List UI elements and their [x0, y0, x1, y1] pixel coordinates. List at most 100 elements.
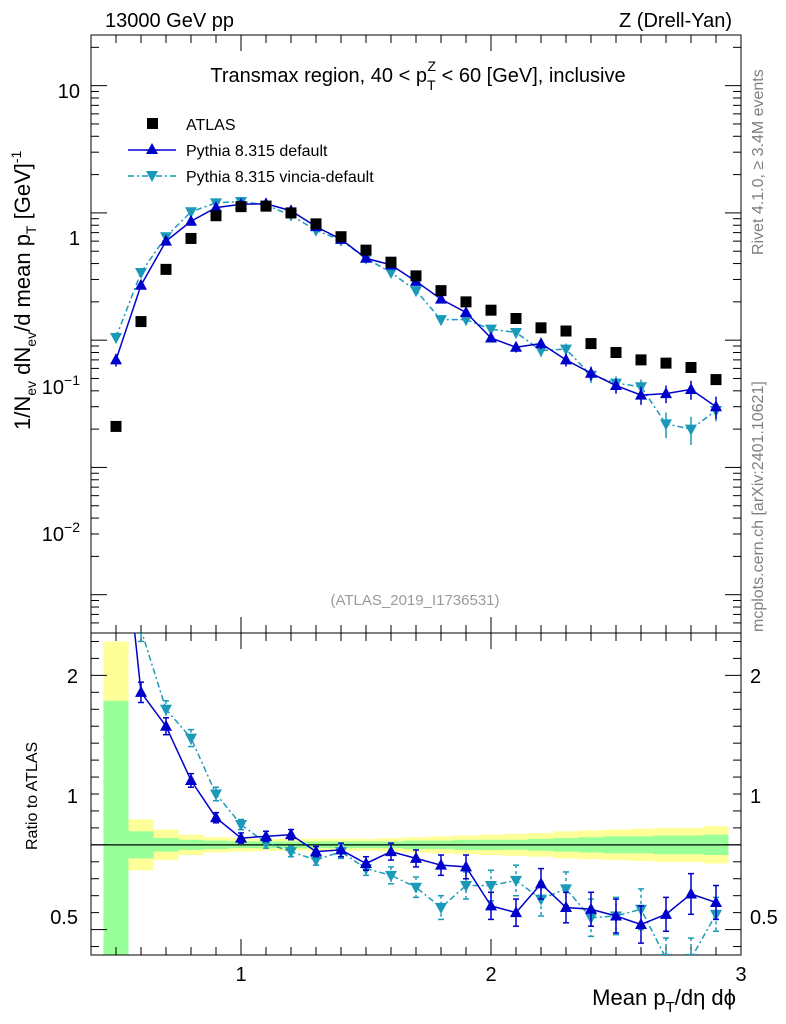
default-ratio-point: [310, 845, 322, 857]
ratio-y-tick-labels: 2 1 0.5 2 1 0.5: [50, 666, 778, 929]
vincia-ratio-point: [535, 894, 547, 906]
default-point: [710, 400, 722, 412]
default-ratio-point: [235, 831, 247, 843]
vincia-ratio-point: [310, 855, 322, 867]
default-point: [585, 366, 597, 378]
vincia-point: [435, 315, 447, 327]
legend-label-atlas: ATLAS: [186, 117, 236, 134]
default-ratio-point: [260, 829, 272, 841]
vincia-ratio-point: [285, 847, 297, 859]
atlas-point: [510, 312, 522, 324]
default-point: [460, 305, 472, 317]
atlas-point: [660, 357, 672, 369]
atlas-point: [710, 374, 722, 386]
default-ratio-point: [510, 906, 522, 918]
vincia-ratio-point: [685, 953, 697, 955]
default-ratio-point: [560, 901, 572, 913]
vincia-ratio-point: [235, 820, 247, 832]
atlas-point: [160, 263, 172, 275]
axis-ticks: [90, 35, 742, 955]
vincia-ratio-point: [110, 162, 122, 173]
x-tick-labels: 1 2 3: [235, 964, 746, 986]
default-point: [360, 251, 372, 263]
default-point: [185, 214, 197, 226]
default-ratio-point: [460, 860, 472, 872]
vincia-ratio-point: [185, 733, 197, 745]
side-label-top: Rivet 4.1.0, ≥ 3.4M events: [750, 69, 767, 255]
reference-label: (ATLAS_2019_I1736531): [330, 592, 499, 609]
y-tick-label-10: 10: [58, 81, 80, 103]
atlas-point: [360, 244, 372, 256]
vincia-ratio-point: [160, 704, 172, 716]
atlas-point: [535, 322, 547, 334]
default-point: [535, 337, 547, 349]
plot-title: Transmax region, 40 < pTZ < 60 [GeV], in…: [210, 58, 625, 93]
ratio-data-layer: [110, 162, 722, 955]
vincia-point: [685, 424, 697, 436]
default-point: [635, 388, 647, 400]
default-ratio-point: [385, 845, 397, 857]
header-right: Z (Drell-Yan): [619, 10, 732, 32]
atlas-point: [435, 285, 447, 297]
vincia-ratio-point: [510, 875, 522, 887]
atlas-point: [460, 296, 472, 308]
legend-marker-default: [146, 143, 158, 154]
vincia-ratio-point: [460, 881, 472, 893]
vincia-point: [185, 207, 197, 219]
default-point: [110, 353, 122, 365]
atlas-point: [485, 304, 497, 316]
atlas-point: [560, 325, 572, 337]
default-ratio-point: [535, 877, 547, 889]
atlas-point: [585, 338, 597, 350]
default-point: [135, 278, 147, 290]
ratio-tick-label-2-right: 2: [750, 666, 761, 688]
default-ratio-point: [685, 887, 697, 899]
default-point: [560, 353, 572, 365]
vincia-ratio-point: [385, 870, 397, 882]
default-line: [115, 203, 717, 408]
vincia-ratio-point: [560, 884, 572, 896]
vincia-point: [660, 419, 672, 431]
atlas-point: [410, 270, 422, 282]
vincia-ratio-point: [410, 882, 422, 894]
default-point: [160, 234, 172, 246]
atlas-point: [285, 207, 297, 219]
default-point: [485, 331, 497, 343]
header-left: 13000 GeV pp: [105, 10, 234, 32]
y-tick-label-0p01: 10−2: [42, 519, 80, 546]
default-ratio-point: [185, 773, 197, 785]
default-ratio-point: [410, 851, 422, 863]
default-ratio-point: [335, 843, 347, 855]
side-label-bottom: mcplots.cern.ch [arXiv:2401.10621]: [750, 381, 767, 632]
atlas-point: [385, 256, 397, 268]
vincia-line: [115, 200, 717, 430]
vincia-point: [460, 315, 472, 327]
default-ratio-point: [210, 811, 222, 823]
legend-label-vincia: Pythia 8.315 vincia-default: [186, 169, 374, 186]
default-ratio-point: [635, 917, 647, 929]
ratio-tick-label-0p5-left: 0.5: [50, 907, 78, 929]
atlas-point: [260, 200, 272, 212]
atlas-point: [210, 210, 222, 222]
atlas-point: [635, 354, 647, 366]
default-point: [610, 379, 622, 391]
vincia-point: [560, 344, 572, 356]
atlas-point: [610, 346, 622, 358]
vincia-ratio-point: [485, 881, 497, 893]
x-tick-label-3: 3: [735, 964, 746, 986]
atlas-point: [135, 316, 147, 328]
default-ratio-point: [660, 907, 672, 919]
default-ratio-point: [585, 902, 597, 914]
default-ratio-point: [160, 719, 172, 731]
atlas-point: [335, 231, 347, 243]
atlas-point: [685, 361, 697, 373]
default-point: [685, 382, 697, 394]
atlas-point: [235, 201, 247, 213]
ratio-tick-label-1-right: 1: [750, 786, 761, 808]
ratio-tick-label-2-left: 2: [67, 666, 78, 688]
default-ratio-point: [285, 828, 297, 840]
vincia-point: [510, 327, 522, 339]
vincia-point: [135, 268, 147, 280]
legend-marker-atlas: [147, 118, 158, 129]
